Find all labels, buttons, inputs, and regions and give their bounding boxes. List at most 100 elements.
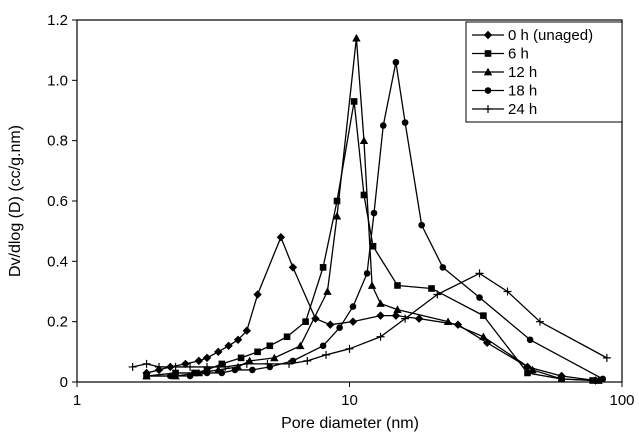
data-point (360, 191, 368, 199)
data-point (349, 303, 357, 310)
legend-entry: 12 h (472, 64, 537, 81)
y-tick-label: 0.6 (47, 193, 68, 210)
axis-ticks: 0 0.2 0.4 0.6 0.8 1.0 1.2 1 10 100 (47, 12, 634, 409)
data-point (369, 242, 377, 250)
data-point (376, 299, 385, 307)
data-point (224, 341, 233, 350)
data-point (249, 366, 256, 374)
legend-items: 0 h (unaged) 6 h12 h 18 h24 h (472, 27, 593, 118)
data-point (391, 311, 401, 320)
data-point (288, 263, 298, 272)
x-tick-label: 1 (73, 392, 81, 409)
data-point (535, 317, 544, 326)
data-point (557, 374, 566, 383)
data-point (526, 336, 534, 344)
data-point (283, 333, 291, 341)
data-point (171, 362, 180, 371)
data-point (296, 341, 305, 350)
legend-entry: 0 h (unaged) (472, 27, 593, 44)
data-point (319, 342, 327, 350)
data-point (376, 311, 385, 320)
data-point (524, 369, 531, 377)
data-point (594, 376, 603, 384)
data-point (276, 233, 286, 242)
data-point (323, 287, 332, 295)
data-point (167, 372, 174, 380)
data-point (253, 290, 262, 299)
data-point (214, 347, 223, 357)
data-point (218, 360, 226, 368)
legend-label: 18 h (508, 83, 537, 100)
y-tick-label: 1.2 (47, 12, 68, 29)
data-point (326, 320, 335, 329)
data-point (376, 332, 385, 341)
legend-marker (484, 87, 492, 94)
data-point (401, 119, 409, 126)
data-point (242, 359, 251, 368)
data-point (475, 269, 484, 278)
series-circle (143, 58, 607, 383)
data-point (480, 312, 487, 319)
data-point (352, 33, 361, 42)
data-point (186, 372, 194, 380)
data-point (303, 356, 312, 365)
data-point (218, 369, 226, 377)
data-point (379, 122, 387, 129)
legend-entry: 24 h (472, 101, 537, 118)
data-point (333, 197, 341, 205)
data-point (528, 365, 537, 374)
data-point (231, 366, 239, 374)
data-point (237, 354, 245, 362)
data-point (392, 58, 400, 66)
series-line (146, 61, 604, 380)
data-point (503, 287, 512, 296)
data-point (350, 98, 358, 105)
data-point (414, 314, 424, 323)
data-point (602, 353, 611, 362)
series-diamond (142, 233, 600, 385)
data-point (202, 353, 212, 363)
data-point (319, 264, 327, 271)
y-tick-label: 0.2 (47, 314, 68, 331)
data-point (263, 359, 272, 368)
data-point (203, 369, 211, 377)
y-tick-label: 0.4 (47, 253, 68, 270)
data-point (479, 332, 488, 341)
series-plus (128, 269, 611, 371)
data-point (418, 221, 425, 229)
data-point (476, 294, 483, 301)
legend-marker (484, 50, 492, 57)
y-axis-title: Dv/dlog (D) (cc/g.nm) (7, 125, 24, 277)
data-point (270, 353, 279, 362)
data-point (393, 305, 402, 313)
x-axis-title: Pore diameter (nm) (281, 415, 419, 432)
data-point (359, 136, 369, 145)
data-point (285, 359, 294, 368)
data-point (266, 363, 274, 371)
legend-marker (483, 30, 493, 40)
data-point (254, 348, 261, 356)
y-tick-label: 1.0 (47, 72, 68, 89)
data-point (332, 211, 342, 220)
data-point (181, 359, 190, 369)
legend-marker (483, 67, 493, 76)
data-point (433, 290, 442, 299)
data-point (142, 359, 151, 368)
data-point (428, 285, 435, 292)
series-group (128, 33, 611, 385)
series-line (146, 37, 599, 382)
data-point (155, 362, 164, 371)
legend-marker (484, 105, 492, 113)
legend-label: 12 h (508, 64, 537, 81)
data-point (143, 372, 150, 380)
legend-label: 6 h (508, 46, 529, 63)
data-point (128, 362, 137, 371)
legend-label: 24 h (508, 101, 537, 118)
data-point (245, 356, 254, 365)
data-point (443, 317, 453, 326)
legend-entry: 18 h (472, 83, 537, 100)
data-point (367, 281, 377, 289)
data-point (221, 362, 230, 371)
data-point (401, 314, 410, 323)
data-point (345, 344, 354, 353)
